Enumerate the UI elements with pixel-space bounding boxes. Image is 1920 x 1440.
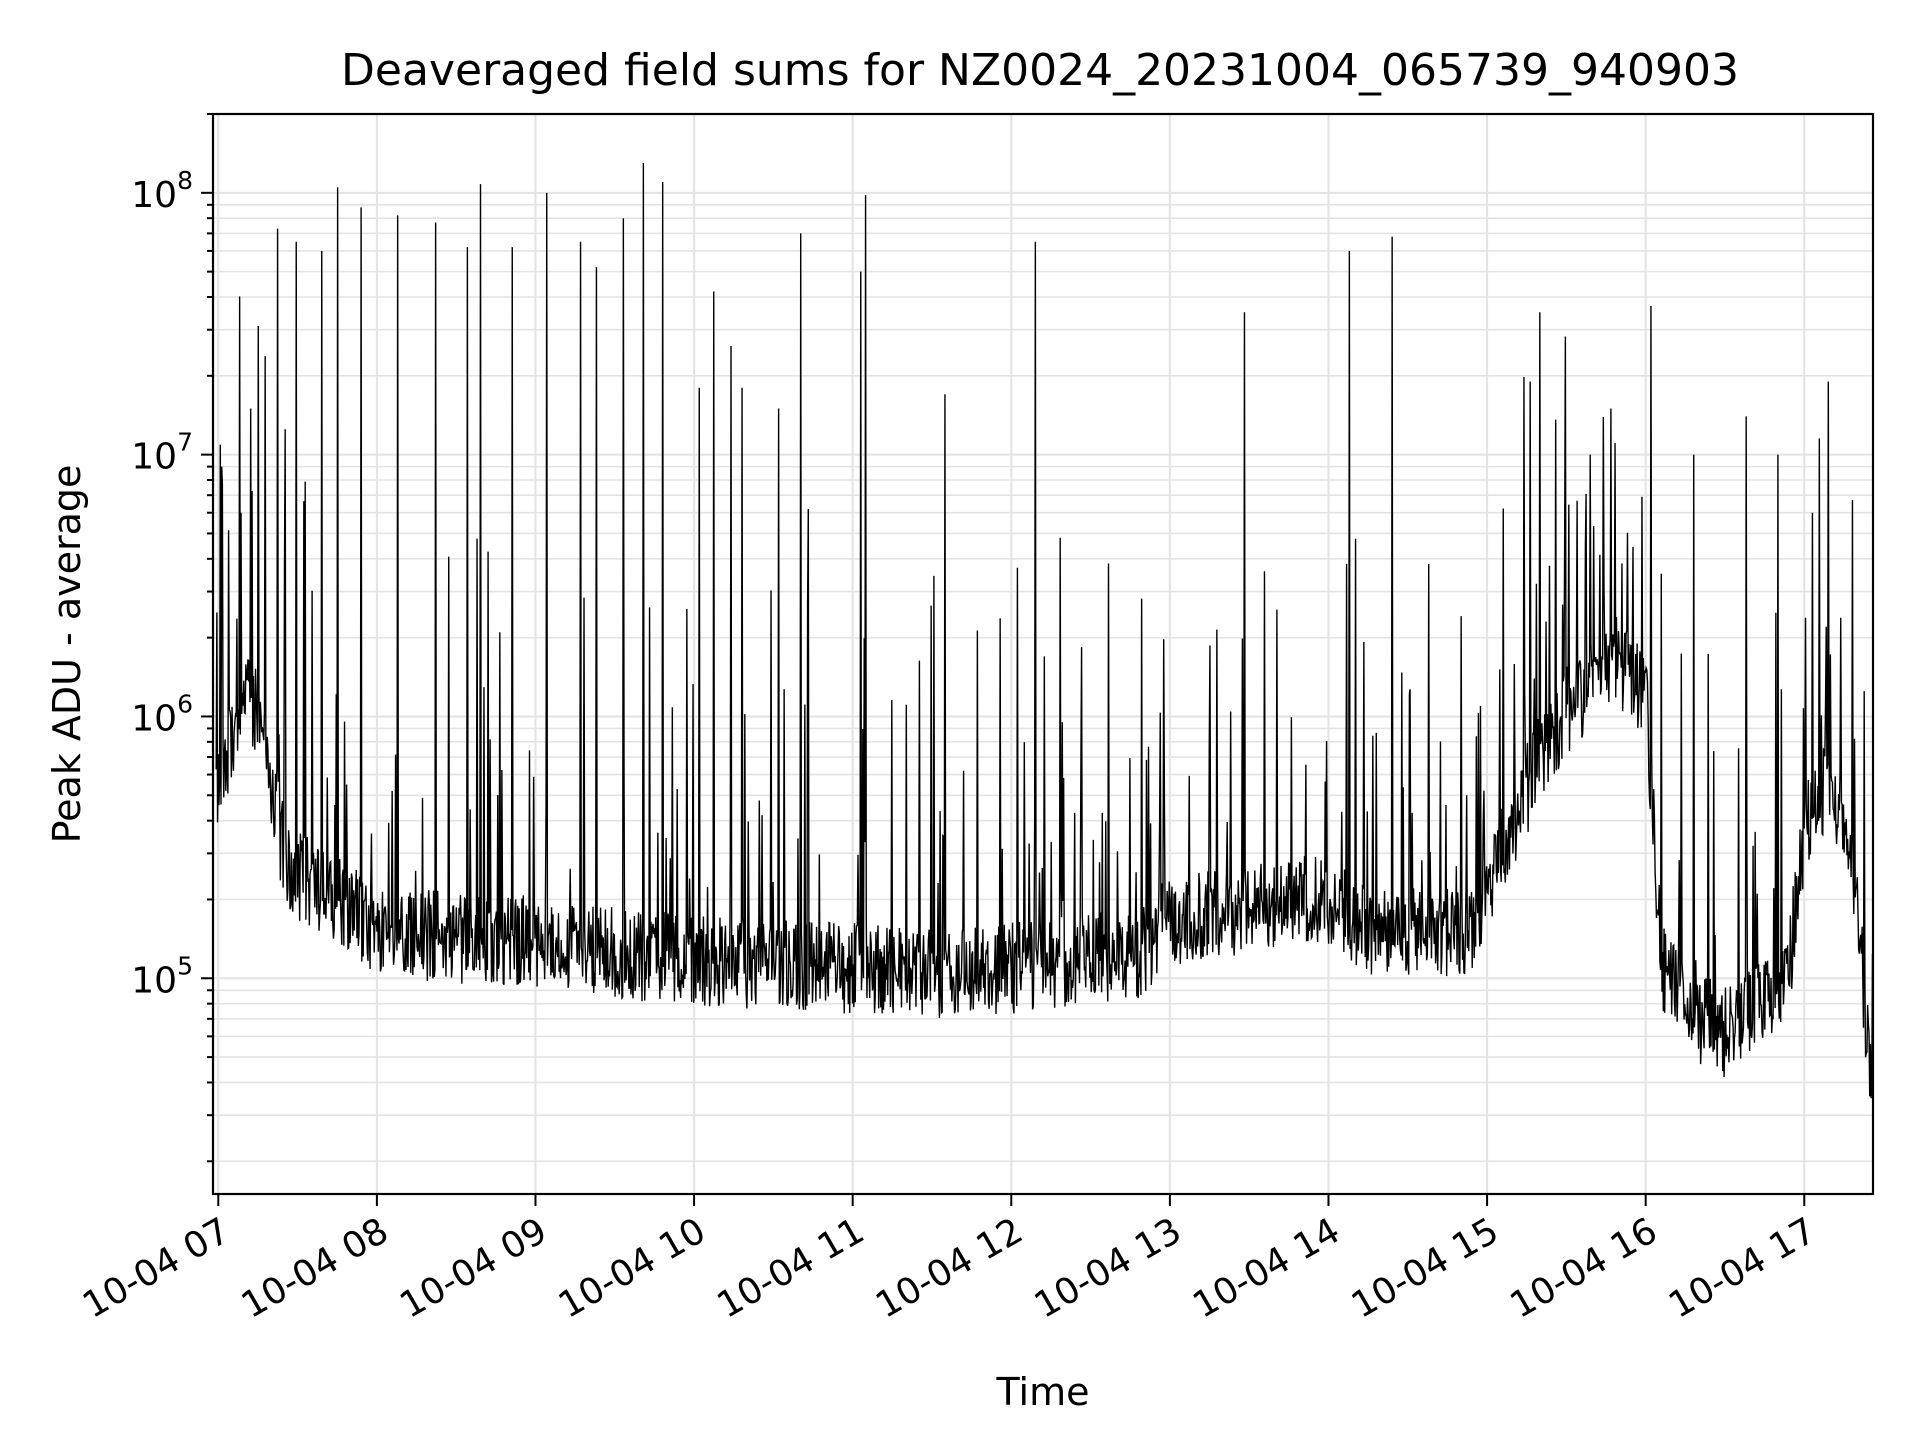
y-axis-label: Peak ADU - average bbox=[45, 465, 89, 844]
y-axis: 105 106 107 108 bbox=[131, 113, 213, 1163]
x-tick-label: 10-04 07 bbox=[76, 1210, 237, 1326]
plot-frame bbox=[211, 112, 1875, 1196]
x-tick-label: 10-04 13 bbox=[1028, 1210, 1189, 1326]
x-tick-label: 10-04 17 bbox=[1662, 1210, 1823, 1326]
series-line bbox=[215, 162, 1874, 1099]
x-tick-label: 10-04 09 bbox=[393, 1210, 554, 1326]
x-tick-label: 10-04 15 bbox=[1345, 1210, 1506, 1326]
x-tick-label: 10-04 10 bbox=[552, 1210, 713, 1326]
chart-title: Deaveraged field sums for NZ0024_2023100… bbox=[341, 45, 1739, 96]
y-tick-label: 106 bbox=[131, 689, 193, 739]
x-tick-label: 10-04 12 bbox=[869, 1210, 1030, 1326]
x-tick-label: 10-04 08 bbox=[235, 1210, 396, 1326]
x-tick-label: 10-04 14 bbox=[1186, 1210, 1347, 1326]
y-tick-label: 108 bbox=[131, 166, 193, 216]
x-tick-label: 10-04 11 bbox=[711, 1210, 872, 1326]
data-line-group bbox=[215, 162, 1874, 1099]
y-tick-label: 107 bbox=[131, 428, 193, 478]
x-axis-label: Time bbox=[996, 1370, 1090, 1414]
y-tick-label: 105 bbox=[131, 951, 193, 1001]
x-tick-label: 10-04 16 bbox=[1504, 1210, 1665, 1326]
